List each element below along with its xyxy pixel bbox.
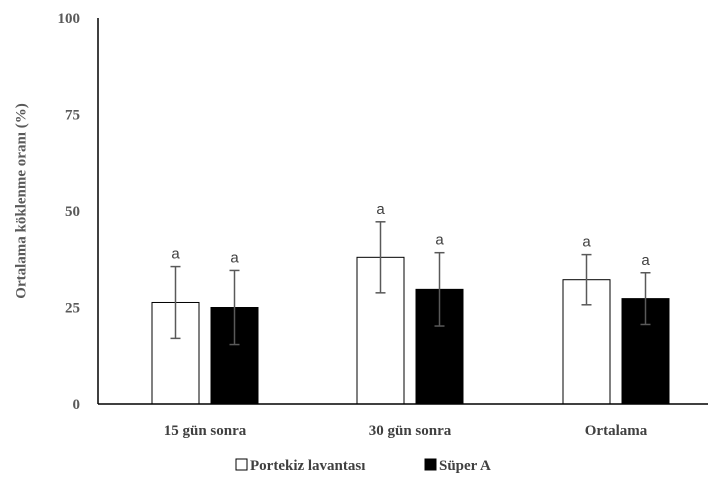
legend-label: Süper A xyxy=(439,458,491,474)
legend: Portekiz lavantası Süper A xyxy=(235,458,491,474)
significance-label: a xyxy=(582,234,591,251)
y-tick-labels: 0 25 50 75 100 xyxy=(58,11,81,413)
significance-labels: a a a a a a xyxy=(171,201,650,269)
y-tick-label: 0 xyxy=(73,397,81,413)
y-tick-label: 25 xyxy=(65,301,80,317)
x-category-label: 30 gün sonra xyxy=(369,423,452,439)
legend-swatch xyxy=(424,458,437,471)
axes xyxy=(97,18,708,405)
significance-label: a xyxy=(376,201,385,218)
legend-label: Portekiz lavantası xyxy=(250,458,365,474)
significance-label: a xyxy=(435,232,444,249)
y-tick-label: 100 xyxy=(58,11,81,27)
significance-label: a xyxy=(171,246,180,263)
error-bars xyxy=(170,221,651,346)
y-tick-label: 50 xyxy=(65,204,80,220)
significance-label: a xyxy=(641,252,650,269)
x-category-label: 15 gün sonra xyxy=(164,423,247,439)
y-axis-title: Ortalama köklenme oranı (%) xyxy=(13,103,29,298)
bars xyxy=(151,256,670,405)
legend-swatch xyxy=(235,458,248,471)
y-axis-title-group: Ortalama köklenme oranı (%) xyxy=(13,103,29,298)
y-tick-label: 75 xyxy=(65,108,80,124)
x-category-labels: 15 gün sonra 30 gün sonra Ortalama xyxy=(164,423,648,439)
x-category-label: Ortalama xyxy=(585,423,648,439)
significance-label: a xyxy=(230,249,239,266)
